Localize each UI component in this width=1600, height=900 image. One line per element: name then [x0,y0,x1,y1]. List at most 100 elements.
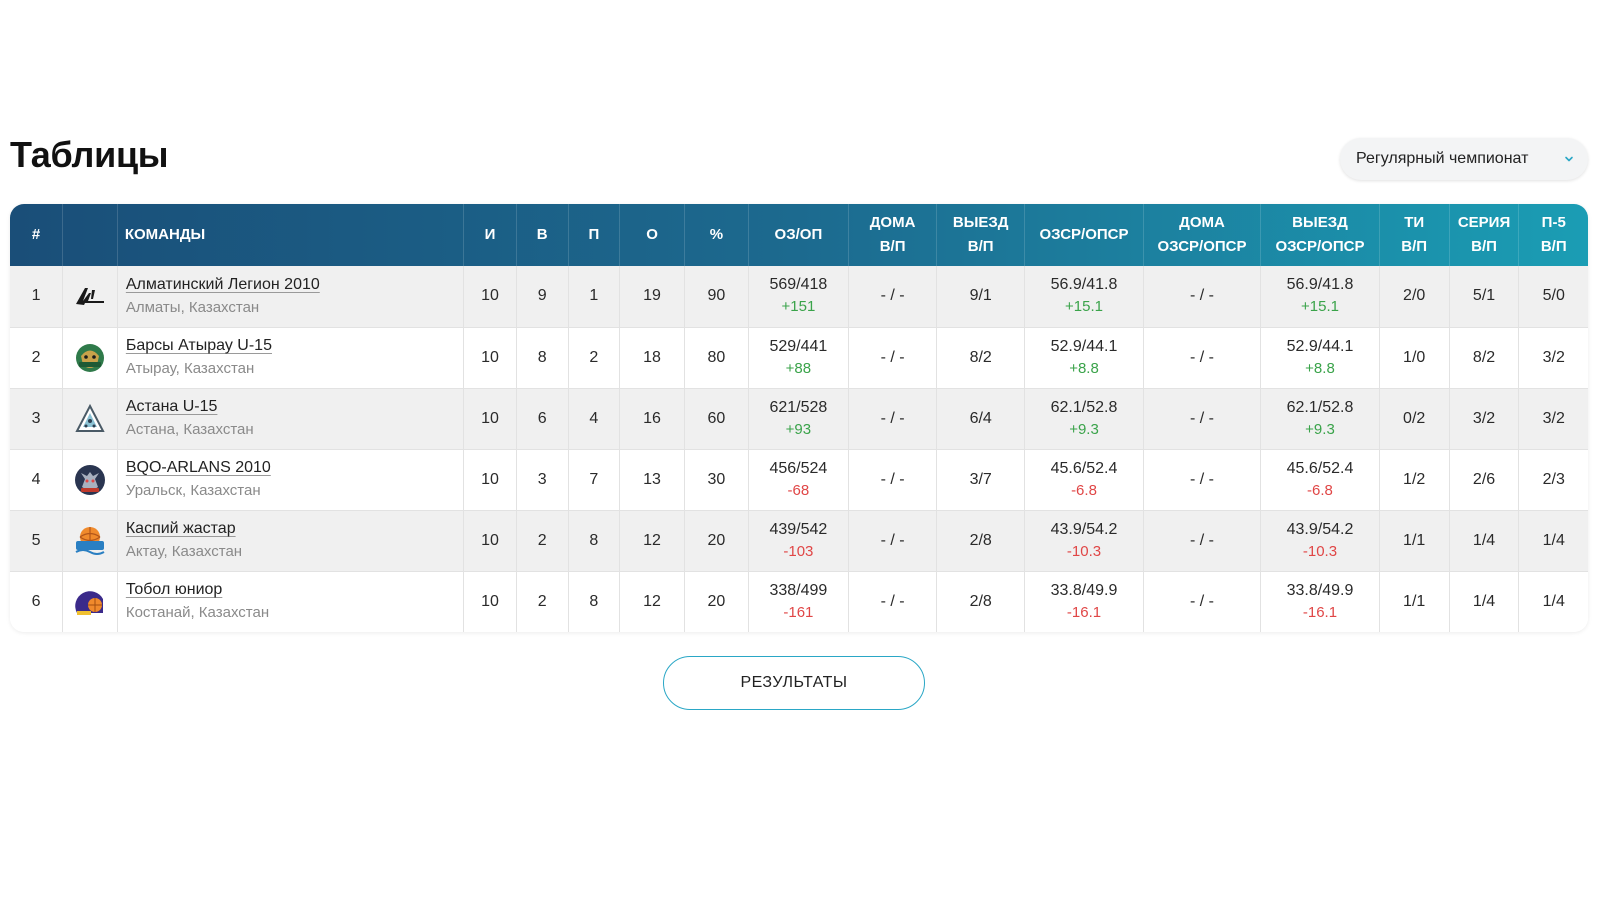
logo-cell [62,266,118,328]
team-name-link[interactable]: Астана U-15 [125,398,218,415]
scored-allowed-cell: 439/542 -103 [748,510,850,572]
away-avg-cell-value: 62.1/52.8 [1286,398,1354,416]
scored-allowed-cell: 529/441 +88 [748,327,850,389]
losses-cell: 4 [568,388,621,450]
tobol-junior-logo [65,585,115,619]
avg-scored-allowed-cell: 33.8/49.9 -16.1 [1024,571,1144,632]
column-header-away: ВЫЕЗД В/П [936,204,1026,266]
season-select[interactable]: Регулярный чемпионат [1340,138,1588,180]
column-header-label: ОЗ/ОП [774,226,823,243]
column-header-sublabel: ОЗСР/ОПСР [1157,238,1247,255]
team-name-link[interactable]: Барсы Атырау U-15 [125,337,272,354]
scored-allowed-cell: 456/524 -68 [748,449,850,511]
table-header-row: # КОМАНДЫ И В П О% ОЗ/ОП ДОМА В/П ВЫЕЗД В/П ОЗСР/ОП… [10,204,1588,266]
column-header-i: И [463,204,517,266]
avg-scored-allowed-cell-diff: -6.8 [1071,481,1097,499]
percent-cell: 60 [684,388,749,450]
team-name-link[interactable]: Алматинский Легион 2010 [125,275,320,293]
points-cell: 13 [619,449,685,511]
home-record-cell: - / - [848,388,938,450]
logo-cell [62,388,118,450]
chevron-down-icon [1565,156,1573,162]
away-avg-cell-diff: +9.3 [1305,420,1335,438]
avg-scored-allowed-cell-value: 62.1/52.8 [1050,398,1118,416]
column-header-label: % [709,226,724,243]
rank-cell: 5 [10,510,64,572]
wins-cell: 2 [516,571,569,632]
streak-cell: 1/4 [1449,571,1520,632]
bqo-arlans-logo [65,463,115,497]
table-row: 1 Алматинский Легион 2010 Алматы, Казахста… [10,266,1588,328]
home-avg-cell: - / - [1143,571,1262,632]
games-cell: 10 [463,388,517,450]
column-header-sublabel: В/П [879,238,906,255]
column-header-label: ТИ [1404,214,1425,231]
losses-cell: 2 [568,327,621,389]
results-button[interactable]: РЕЗУЛЬТАТЫ [663,656,925,710]
losses-cell: 8 [568,571,621,632]
rank-cell: 3 [10,388,64,450]
points-cell: 12 [619,510,685,572]
last-five-cell: 2/3 [1518,449,1588,511]
points-cell: 19 [619,266,685,328]
logo-cell [62,449,118,511]
avg-scored-allowed-cell-value: 56.9/41.8 [1050,276,1118,294]
home-avg-cell: - / - [1143,449,1262,511]
away-avg-cell: 43.9/54.2 -10.3 [1260,510,1380,572]
column-header-label: СЕРИЯ [1457,214,1511,231]
column-header-label: И [484,226,496,243]
away-avg-cell-diff: -10.3 [1302,542,1338,560]
avg-scored-allowed-cell-value: 52.9/44.1 [1050,337,1118,355]
away-avg-cell-diff: -6.8 [1307,481,1333,499]
column-header-label: ОЗСР/ОПСР [1039,226,1129,243]
scored-allowed-cell-diff: +151 [781,298,816,316]
scored-allowed-cell: 569/418 +151 [748,266,850,328]
column-header-v: В [516,204,569,266]
losses-cell: 7 [568,449,621,511]
column-header-label: ВЫЕЗД [952,214,1009,231]
scored-allowed-cell-diff: +93 [785,420,812,438]
points-cell: 16 [619,388,685,450]
team-cell: Астана U-15 Астана, Казахстан [117,388,465,450]
column-header-ozop: ОЗ/ОП [748,204,850,266]
column-header-home: ДОМА В/П [848,204,938,266]
home-avg-cell: - / - [1143,510,1262,572]
table-row: 4 BQO-ARLANS 2010 Уральск, Казахстан 10 3 7 13… [10,449,1588,511]
table-row: 6 Тобол юниор Костанай, Казахстан 10 2 8 12 20 3… [10,571,1588,632]
streak-cell: 2/6 [1449,449,1520,511]
streak-cell: 1/4 [1449,510,1520,572]
column-header-label: О [646,226,658,243]
column-header-team: КОМАНДЫ [117,204,465,266]
team-city: Костанай, Казахстан [125,604,270,622]
column-header-pct: % [684,204,749,266]
away-avg-cell-diff: -16.1 [1302,603,1338,621]
home-record-cell: - / - [848,510,938,572]
rank-cell: 1 [10,266,64,328]
column-header-sublabel: В/П [1471,238,1497,255]
points-cell: 18 [619,327,685,389]
column-header-sublabel: В/П [1401,238,1428,255]
wins-cell: 6 [516,388,569,450]
avg-scored-allowed-cell: 62.1/52.8 +9.3 [1024,388,1144,450]
team-city: Алматы, Казахстан [125,298,260,316]
team-name-link[interactable]: BQO-ARLANS 2010 [125,459,271,476]
avg-scored-allowed-cell-diff: +9.3 [1069,420,1099,438]
avg-scored-allowed-cell-value: 45.6/52.4 [1050,459,1118,477]
rank-cell: 6 [10,571,64,632]
wins-cell: 8 [516,327,569,389]
column-header-p: П [568,204,621,266]
column-header-home_ozsr: ДОМА ОЗСР/ОПСР [1143,204,1262,266]
avg-scored-allowed-cell-value: 43.9/54.2 [1050,520,1118,538]
almaty-legion-logo [65,279,115,313]
wins-cell: 3 [516,449,569,511]
games-cell: 10 [463,510,517,572]
column-header-sublabel: ОЗСР/ОПСР [1275,238,1365,255]
table-row: 5 Каспий жастар Актау, Казахстан 10 2 8 12 20 43… [10,510,1588,572]
points-cell: 12 [619,571,685,632]
team-name-link[interactable]: Каспий жастар [125,520,236,537]
season-select-value: Регулярный чемпионат [1356,150,1529,167]
away-avg-cell-value: 52.9/44.1 [1286,337,1354,355]
standings-table-container: # КОМАНДЫ И В П О% ОЗ/ОП ДОМА В/П ВЫЕЗД В/П ОЗСР/ОП… [10,204,1588,632]
team-name-link[interactable]: Тобол юниор [125,581,223,599]
column-header-logo [62,204,118,266]
